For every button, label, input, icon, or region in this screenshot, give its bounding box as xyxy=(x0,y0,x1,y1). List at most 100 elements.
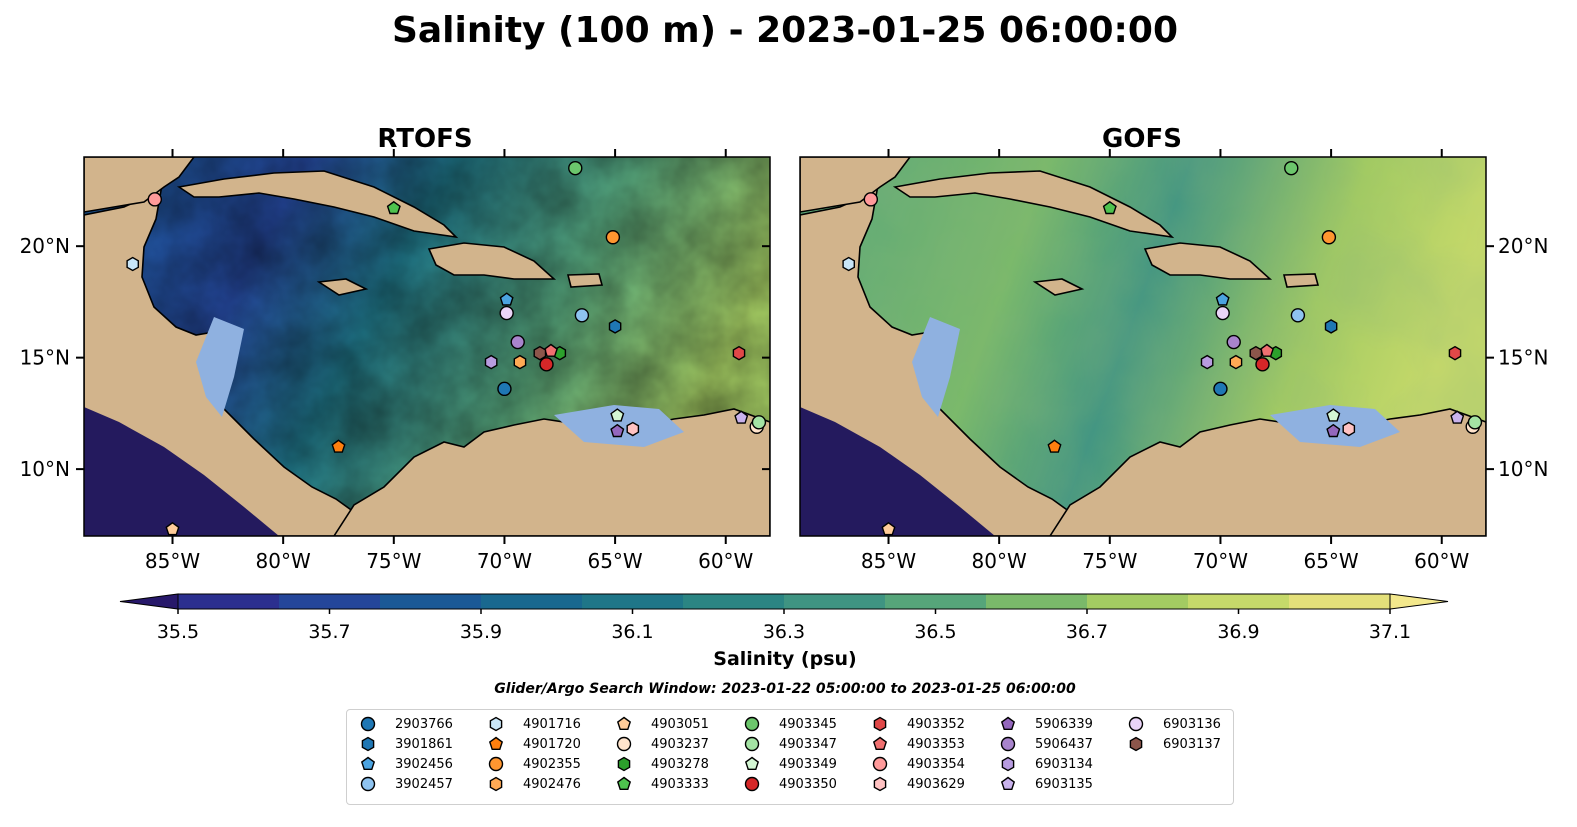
float-marker-3902456 xyxy=(499,292,514,306)
float-markers xyxy=(126,160,767,536)
x-tick-label: 80°W xyxy=(972,549,1027,573)
legend-item-4903629: 4903629 xyxy=(869,774,965,794)
legend-label: 4902476 xyxy=(523,776,581,792)
colorbar-segment xyxy=(1188,594,1290,609)
float-marker-4903051 xyxy=(165,521,180,536)
legend-marker-circle-icon xyxy=(1000,736,1016,752)
colorbar: 35.5 35.7 35.9 36.1 36.3 36.5 36.7 36.9 37.1 xyxy=(119,593,1449,643)
legend-item-4901720: 4901720 xyxy=(485,734,581,754)
legend-label: 4903347 xyxy=(779,736,837,752)
jamaica-land xyxy=(316,278,369,296)
float-marker-2903766 xyxy=(497,381,512,397)
colorbar-segment xyxy=(582,594,684,609)
puerto-rico-land xyxy=(566,273,604,288)
x-tick-label: 75°W xyxy=(1082,549,1137,573)
legend-label: 5906437 xyxy=(1035,736,1093,752)
float-marker-4903629 xyxy=(626,421,640,437)
float-marker-6903135 xyxy=(1450,410,1465,424)
float-marker-4903353 xyxy=(1259,343,1274,357)
float-marker-4903345 xyxy=(568,160,583,176)
float-marker-3902457 xyxy=(1290,308,1306,323)
colorbar-label: Salinity (psu) xyxy=(713,648,856,670)
legend-marker-circle-icon xyxy=(872,756,888,772)
colorbar-tick-label: 36.1 xyxy=(611,621,653,643)
hispaniola-land xyxy=(1143,242,1273,280)
float-marker-3901861 xyxy=(1324,319,1338,334)
legend-marker-circle-icon xyxy=(488,756,504,772)
float-marker-4903347 xyxy=(1467,415,1483,430)
colorbar-segment xyxy=(481,594,583,609)
legend-item-4903354: 4903354 xyxy=(869,754,965,774)
axis-ticks: 85°W 80°W 75°W 70°W 65°W 60°W 20°N 15°N 10°N 85°W… xyxy=(20,149,1548,573)
legend-marker-hexagon-icon xyxy=(1129,736,1143,752)
float-marker-4903345 xyxy=(1284,160,1299,176)
y-tick-label: 20°N xyxy=(20,234,70,258)
float-marker-4903051 xyxy=(881,521,896,536)
legend-label: 6903137 xyxy=(1163,736,1221,752)
float-marker-4901720 xyxy=(331,439,346,453)
colorbar-tick-label: 37.1 xyxy=(1369,621,1411,643)
pacific-ocean xyxy=(84,407,279,536)
y-tick-label: 15°N xyxy=(20,346,70,370)
float-marker-6903134 xyxy=(484,354,498,370)
legend-item-3902457: 3902457 xyxy=(357,774,453,794)
colorbar-tick-label: 36.3 xyxy=(763,621,805,643)
legend-label: 4901720 xyxy=(523,736,581,752)
legend-item-4903278: 4903278 xyxy=(613,754,709,774)
x-tick-label: 70°W xyxy=(1193,549,1248,573)
float-marker-4903629 xyxy=(1342,421,1356,437)
legend-marker-hexagon-icon xyxy=(489,776,503,792)
legend-item-5906437: 5906437 xyxy=(997,734,1093,754)
x-tick-label: 75°W xyxy=(366,549,421,573)
float-marker-4903349 xyxy=(610,408,625,422)
float-marker-3902456 xyxy=(1215,292,1230,306)
float-marker-6903137 xyxy=(533,345,547,361)
float-marker-6903136 xyxy=(499,305,514,321)
legend-marker-pentagon-icon xyxy=(1000,776,1016,791)
map-frame-rtofs xyxy=(83,156,771,537)
nicaragua-shelf xyxy=(912,317,960,417)
map-panel-rtofs xyxy=(84,157,770,536)
x-tick-label: 80°W xyxy=(256,549,311,573)
colorbar-segment xyxy=(279,594,381,609)
x-tick-label: 70°W xyxy=(477,549,532,573)
legend-item-4903353: 4903353 xyxy=(869,734,965,754)
legend-item-4903051: 4903051 xyxy=(613,714,709,734)
y-tick-label: 10°N xyxy=(1498,457,1548,481)
legend-label: 3902457 xyxy=(395,776,453,792)
float-marker-4902476 xyxy=(1229,354,1243,370)
colorbar-segment xyxy=(784,594,886,609)
panel-title-rtofs: RTOFS xyxy=(377,124,472,154)
float-marker-4903354 xyxy=(147,192,163,207)
float-marker-2903766 xyxy=(1213,381,1228,397)
float-marker-4902355 xyxy=(605,230,621,245)
legend-marker-circle-icon xyxy=(744,716,760,732)
legend-label: 6903136 xyxy=(1163,716,1221,732)
legend-marker-circle-icon xyxy=(616,736,632,752)
float-marker-5906437 xyxy=(510,334,525,350)
float-marker-4903349 xyxy=(1326,408,1341,422)
float-marker-4903347 xyxy=(751,415,767,430)
legend-item-6903136: 6903136 xyxy=(1125,714,1221,734)
legend-label: 4903333 xyxy=(651,776,709,792)
legend-label: 6903134 xyxy=(1035,756,1093,772)
land-group xyxy=(84,157,770,536)
float-legend: 2903766 3901861 3902456 3902457 4901716 49017… xyxy=(346,709,1234,805)
colorbar-tick-label: 35.7 xyxy=(308,621,350,643)
float-marker-4902355 xyxy=(1321,230,1337,245)
legend-label: 4901716 xyxy=(523,716,581,732)
float-marker-6903135 xyxy=(734,410,749,424)
legend-item-6903135: 6903135 xyxy=(997,774,1093,794)
legend-label: 4903352 xyxy=(907,716,965,732)
legend-marker-pentagon-icon xyxy=(872,736,888,751)
float-marker-4903333 xyxy=(1102,200,1117,215)
float-marker-5906339 xyxy=(610,423,625,438)
figure-title: Salinity (100 m) - 2023-01-25 06:00:00 xyxy=(392,10,1178,51)
legend-label: 4903237 xyxy=(651,736,709,752)
legend-label: 2903766 xyxy=(395,716,453,732)
legend-marker-pentagon-icon xyxy=(744,756,760,771)
legend-label: 4903345 xyxy=(779,716,837,732)
legend-item-4903345: 4903345 xyxy=(741,714,837,734)
x-tick-label: 60°W xyxy=(1414,549,1469,573)
